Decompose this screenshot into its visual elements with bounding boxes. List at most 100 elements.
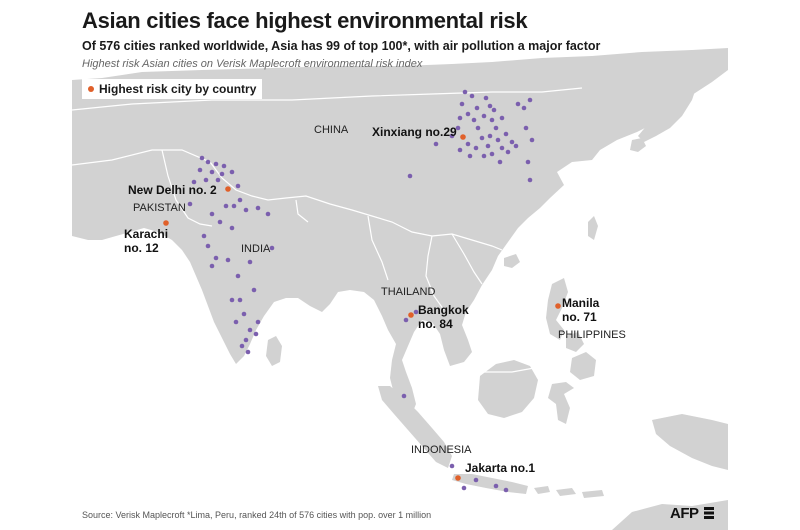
map-subtitle: Of 576 cities ranked worldwide, Asia has… xyxy=(82,39,601,53)
city-dot[interactable] xyxy=(265,211,271,217)
city-dot[interactable] xyxy=(233,319,239,325)
city-dot[interactable] xyxy=(205,159,211,165)
city-dot[interactable] xyxy=(235,183,241,189)
city-dot[interactable] xyxy=(485,143,491,149)
city-dot[interactable] xyxy=(213,161,219,167)
highlight-dot-karachi[interactable] xyxy=(163,220,169,226)
city-dot[interactable] xyxy=(493,125,499,131)
city-dot[interactable] xyxy=(487,103,493,109)
city-dot[interactable] xyxy=(489,117,495,123)
city-dot[interactable] xyxy=(457,147,463,153)
city-dot[interactable] xyxy=(503,487,509,493)
city-dot[interactable] xyxy=(223,203,229,209)
highlight-dot-xinxiang[interactable] xyxy=(460,134,466,140)
city-dot[interactable] xyxy=(457,115,463,121)
city-dot[interactable] xyxy=(481,153,487,159)
city-dot[interactable] xyxy=(413,309,419,315)
city-dot[interactable] xyxy=(217,219,223,225)
highlight-dot-manila[interactable] xyxy=(555,303,561,309)
city-dot[interactable] xyxy=(495,137,501,143)
city-dot[interactable] xyxy=(201,233,207,239)
city-dot[interactable] xyxy=(467,153,473,159)
city-label-new-delhi: New Delhi no. 2 xyxy=(128,183,217,197)
highlight-dot-bangkok[interactable] xyxy=(408,312,414,318)
city-dot[interactable] xyxy=(401,393,407,399)
city-dot[interactable] xyxy=(465,141,471,147)
city-dot[interactable] xyxy=(209,169,215,175)
source-note: Source: Verisk Maplecroft *Lima, Peru, r… xyxy=(82,510,432,520)
city-dot[interactable] xyxy=(449,133,455,139)
city-dot[interactable] xyxy=(229,225,235,231)
city-dot[interactable] xyxy=(237,197,243,203)
highlight-dot-jakarta[interactable] xyxy=(455,475,461,481)
city-dot[interactable] xyxy=(253,331,259,337)
city-dot[interactable] xyxy=(509,139,515,145)
city-dot[interactable] xyxy=(527,97,533,103)
city-dot[interactable] xyxy=(529,137,535,143)
city-dot[interactable] xyxy=(219,171,225,177)
city-dot[interactable] xyxy=(474,105,480,111)
city-dot[interactable] xyxy=(241,311,247,317)
city-dot[interactable] xyxy=(459,101,465,107)
city-dot[interactable] xyxy=(215,177,221,183)
city-dot[interactable] xyxy=(499,115,505,121)
city-dot[interactable] xyxy=(455,125,461,131)
city-dot[interactable] xyxy=(449,463,455,469)
city-dot[interactable] xyxy=(243,337,249,343)
city-dot[interactable] xyxy=(475,125,481,131)
city-dot[interactable] xyxy=(497,159,503,165)
city-dot[interactable] xyxy=(479,135,485,141)
city-dot[interactable] xyxy=(473,145,479,151)
city-dot[interactable] xyxy=(199,155,205,161)
city-dot[interactable] xyxy=(255,319,261,325)
city-dot[interactable] xyxy=(213,255,219,261)
city-dot[interactable] xyxy=(239,343,245,349)
city-dot[interactable] xyxy=(505,149,511,155)
city-dot[interactable] xyxy=(243,207,249,213)
city-dot[interactable] xyxy=(269,245,275,251)
city-dot[interactable] xyxy=(515,101,521,107)
city-dot[interactable] xyxy=(231,203,237,209)
city-dot[interactable] xyxy=(225,257,231,263)
city-dot[interactable] xyxy=(209,263,215,269)
city-dot[interactable] xyxy=(403,317,409,323)
city-dot[interactable] xyxy=(527,177,533,183)
city-dot[interactable] xyxy=(255,205,261,211)
city-dot[interactable] xyxy=(473,477,479,483)
city-dot[interactable] xyxy=(481,113,487,119)
city-dot[interactable] xyxy=(491,107,497,113)
city-dot[interactable] xyxy=(245,349,251,355)
city-dot[interactable] xyxy=(191,179,197,185)
city-dot[interactable] xyxy=(187,201,193,207)
city-dot[interactable] xyxy=(471,117,477,123)
city-dot[interactable] xyxy=(513,143,519,149)
city-dot[interactable] xyxy=(237,297,243,303)
city-dot[interactable] xyxy=(525,159,531,165)
city-dot[interactable] xyxy=(469,93,475,99)
city-dot[interactable] xyxy=(521,105,527,111)
city-dot[interactable] xyxy=(461,485,467,491)
city-dot[interactable] xyxy=(503,131,509,137)
city-dot[interactable] xyxy=(499,145,505,151)
city-dot[interactable] xyxy=(483,95,489,101)
city-dot[interactable] xyxy=(487,133,493,139)
city-dot[interactable] xyxy=(229,169,235,175)
city-dot[interactable] xyxy=(221,163,227,169)
city-dot[interactable] xyxy=(203,177,209,183)
city-dot[interactable] xyxy=(407,173,413,179)
city-dot[interactable] xyxy=(433,141,439,147)
city-dot[interactable] xyxy=(489,151,495,157)
city-dot[interactable] xyxy=(229,297,235,303)
city-dot[interactable] xyxy=(247,327,253,333)
city-dot[interactable] xyxy=(462,89,468,95)
city-dot[interactable] xyxy=(493,483,499,489)
highlight-dot-new-delhi[interactable] xyxy=(225,186,231,192)
city-dot[interactable] xyxy=(251,287,257,293)
city-dot[interactable] xyxy=(235,273,241,279)
city-dot[interactable] xyxy=(523,125,529,131)
city-dot[interactable] xyxy=(205,243,211,249)
city-dot[interactable] xyxy=(197,167,203,173)
city-dot[interactable] xyxy=(209,211,215,217)
city-dot[interactable] xyxy=(247,259,253,265)
city-dot[interactable] xyxy=(465,111,471,117)
